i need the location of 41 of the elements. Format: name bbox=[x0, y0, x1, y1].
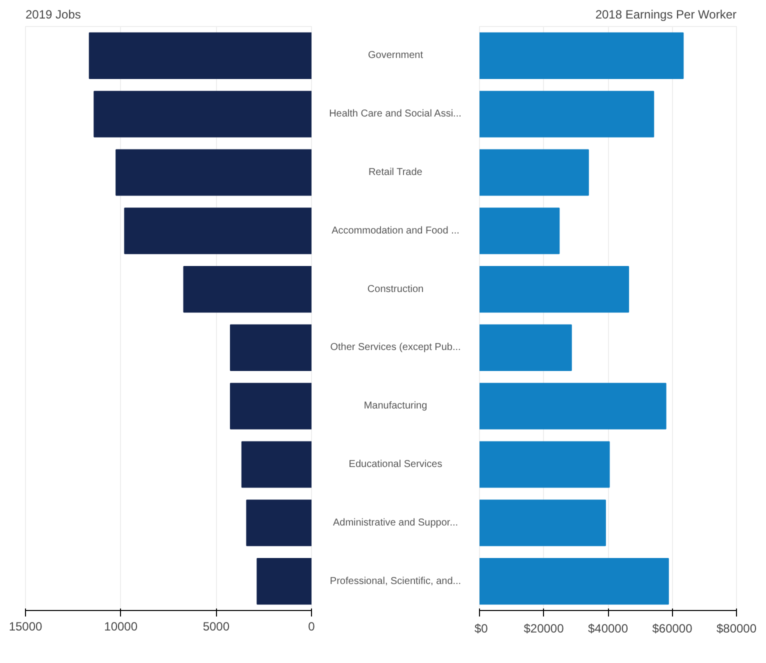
chart-title: 2019 Jobs bbox=[26, 8, 81, 22]
bar bbox=[241, 441, 312, 488]
bar bbox=[246, 500, 312, 546]
y-tick-label: Government bbox=[368, 50, 424, 62]
bar bbox=[94, 90, 312, 138]
bar bbox=[480, 382, 666, 430]
x-tick-label: 0 bbox=[308, 620, 316, 634]
bar bbox=[480, 32, 684, 79]
y-tick-label: Retail Trade bbox=[368, 167, 423, 178]
y-tick-label: Manufacturing bbox=[364, 400, 428, 412]
x-tick-label: $40000 bbox=[588, 622, 628, 636]
y-tick-label: Accommodation and Food ... bbox=[332, 225, 460, 236]
bar bbox=[116, 149, 312, 196]
bar bbox=[480, 441, 610, 488]
bar bbox=[183, 266, 312, 313]
x-tick-label: $0 bbox=[474, 622, 488, 636]
x-tick-label: $80000 bbox=[716, 622, 757, 636]
y-tick-label: Other Services (except Pub... bbox=[330, 342, 461, 354]
y-tick-label: Educational Services bbox=[348, 459, 442, 470]
y-tick-label: Health Care and Social Assi... bbox=[329, 108, 462, 120]
x-tick-label: $60000 bbox=[652, 622, 693, 636]
bar bbox=[480, 149, 589, 196]
bar bbox=[256, 558, 312, 605]
bar bbox=[480, 90, 654, 138]
chart-title: 2018 Earnings Per Worker bbox=[595, 8, 737, 22]
bar bbox=[230, 382, 312, 430]
x-tick-label: 10000 bbox=[104, 620, 138, 634]
y-tick-label: Administrative and Suppor... bbox=[332, 517, 458, 528]
y-tick-label: Professional, Scientific, and... bbox=[330, 576, 462, 587]
bar bbox=[480, 266, 630, 313]
bar bbox=[230, 324, 312, 371]
bar bbox=[480, 208, 560, 254]
x-tick-label: $20000 bbox=[524, 622, 564, 636]
x-tick-label: 15000 bbox=[8, 620, 43, 634]
y-tick-label: Construction bbox=[367, 284, 424, 295]
bar bbox=[480, 324, 572, 371]
bar bbox=[480, 500, 606, 546]
x-tick-label: 5000 bbox=[202, 620, 230, 634]
bar bbox=[480, 558, 669, 605]
bar bbox=[88, 32, 312, 79]
bar bbox=[124, 208, 312, 254]
